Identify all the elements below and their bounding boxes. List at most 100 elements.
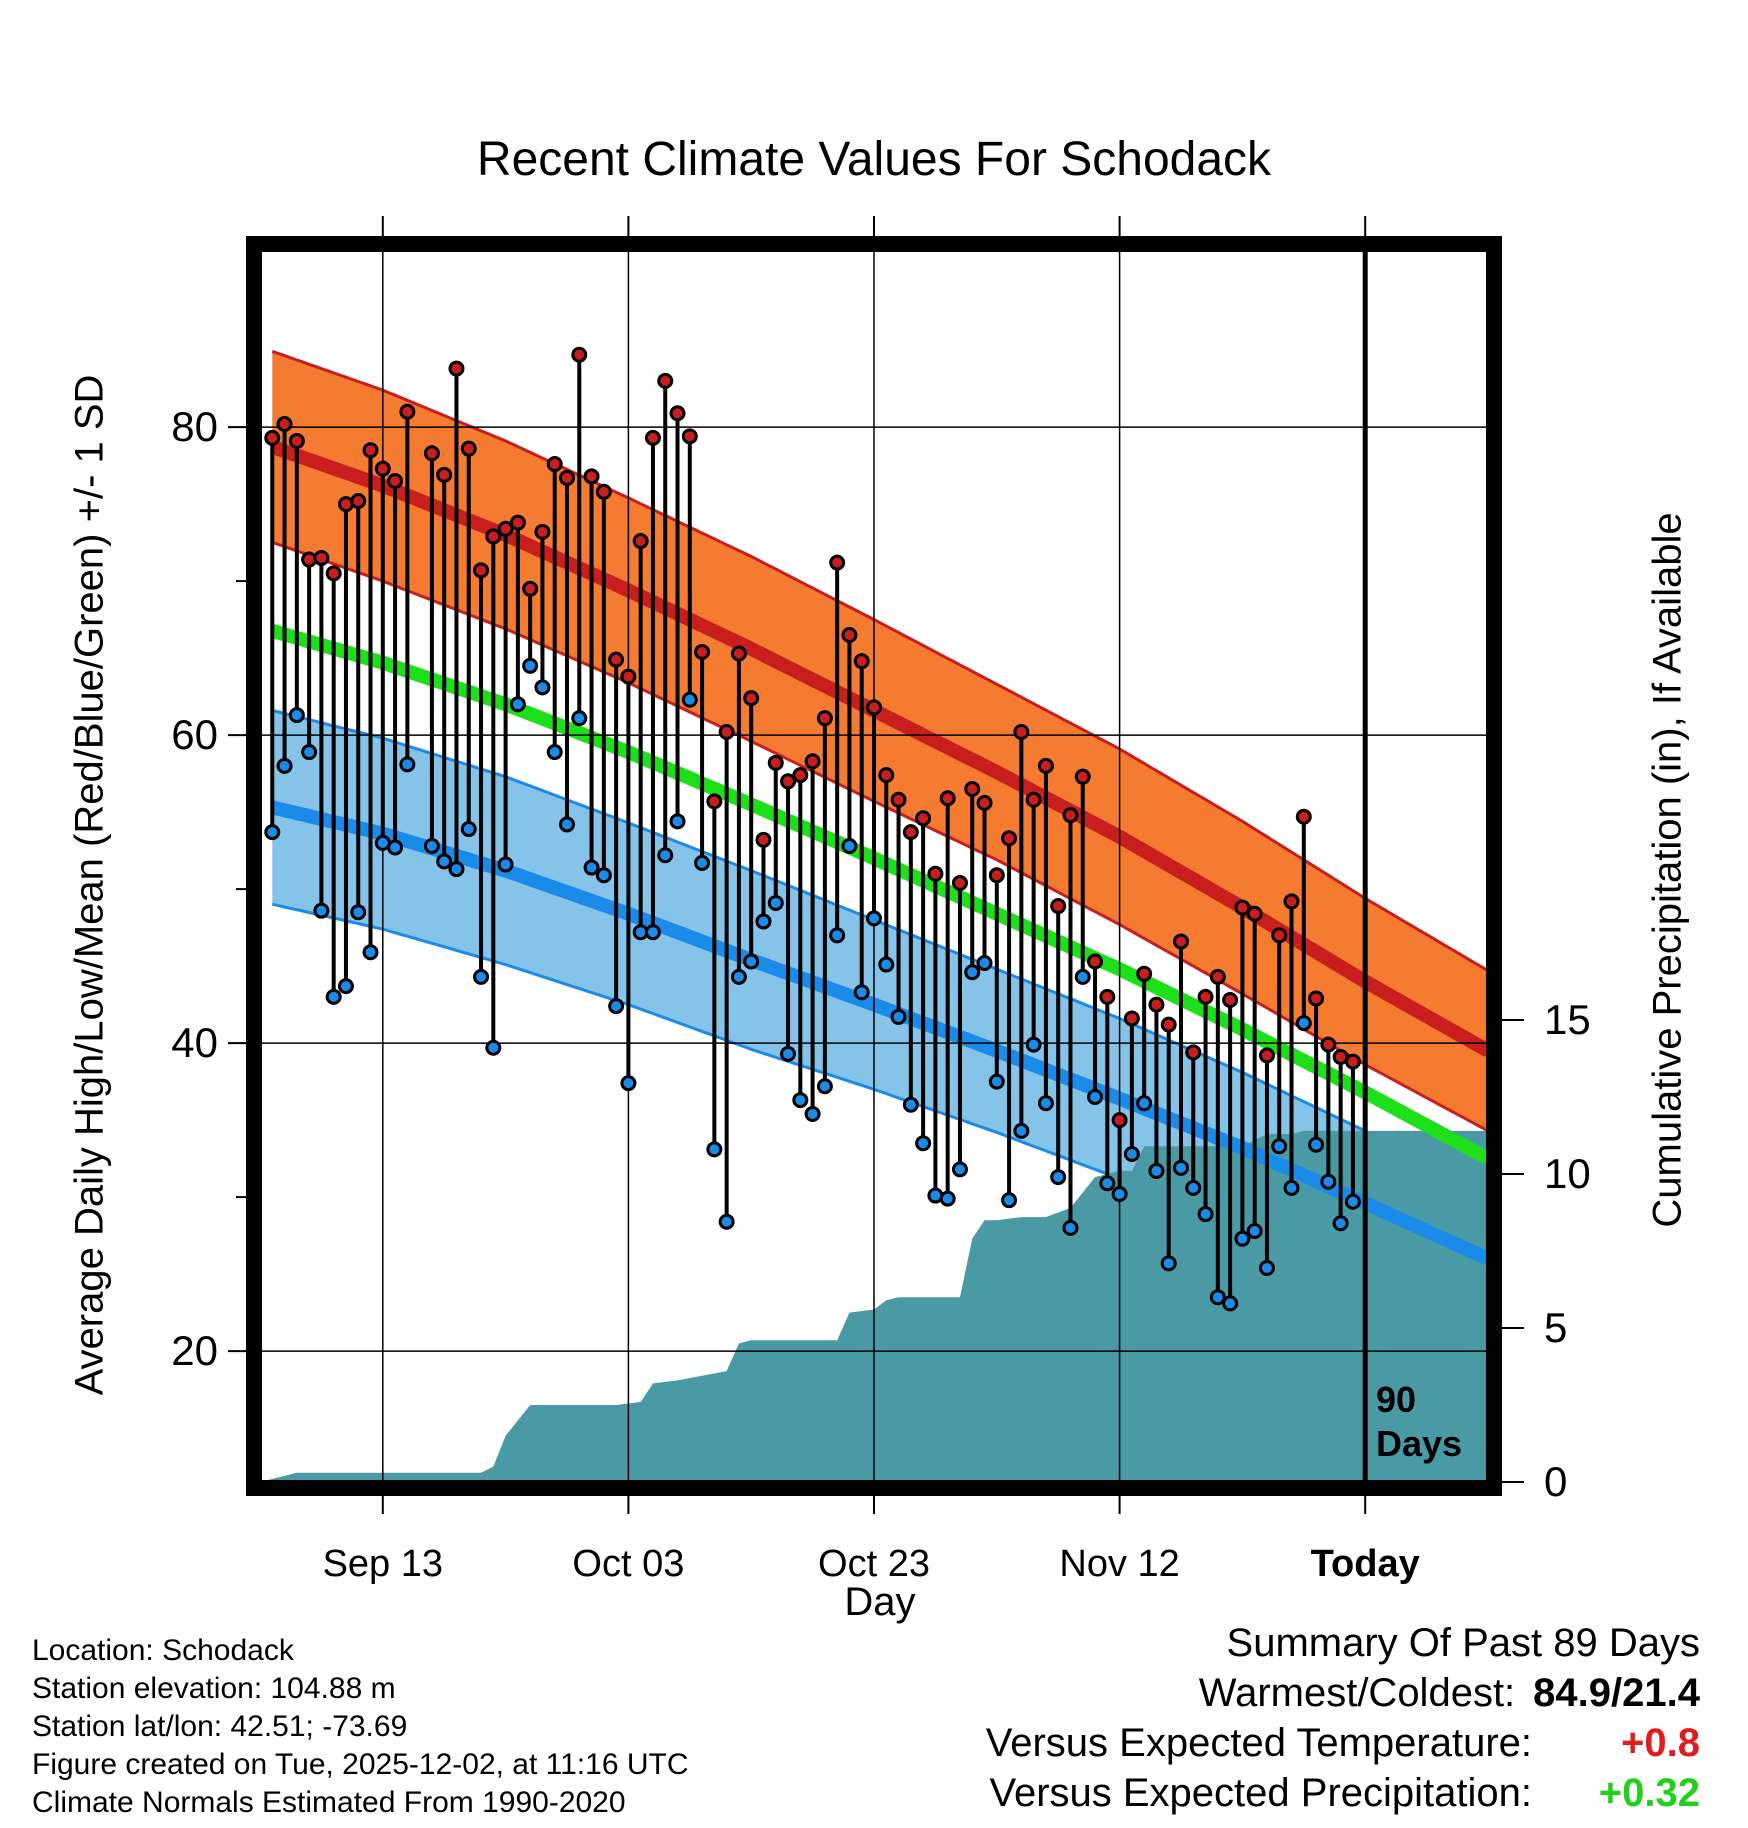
daily-high-point — [313, 550, 330, 566]
x-axis-label: Day — [844, 1580, 916, 1624]
daily-high-point — [362, 442, 379, 459]
daily-high-point — [497, 520, 514, 537]
normal-low-line — [270, 800, 1491, 1266]
daily-high-point — [509, 514, 526, 531]
daily-high-point — [1037, 757, 1054, 774]
daily-low-point — [1050, 1169, 1067, 1186]
daily-low-point — [890, 1008, 907, 1025]
daily-low-point — [1283, 1179, 1300, 1196]
daily-high-point — [730, 645, 747, 662]
daily-high-point — [1099, 988, 1116, 1005]
daily-low-point — [485, 1039, 502, 1056]
daily-high-point — [1246, 905, 1263, 922]
daily-low-point — [1295, 1015, 1312, 1032]
daily-low-point — [325, 988, 342, 1005]
daily-high-point — [436, 466, 453, 483]
daily-high-point — [976, 794, 993, 811]
daily-high-point — [522, 580, 539, 597]
daily-high-point — [1160, 1016, 1177, 1033]
daily-high-point — [951, 874, 968, 891]
daily-low-point — [1123, 1145, 1140, 1162]
daily-high-point — [387, 473, 404, 489]
daily-high-point — [853, 653, 870, 670]
chart-title: Recent Climate Values For Schodack — [476, 133, 1272, 186]
normal-mean-line — [270, 624, 1492, 1165]
daily-low-point — [276, 757, 293, 774]
daily-high-point — [657, 372, 674, 389]
daily-low-point — [853, 984, 870, 1001]
x-tick-label: Oct 23 — [818, 1543, 930, 1585]
x-tick-label: Sep 13 — [323, 1543, 443, 1585]
daily-high-point — [559, 469, 575, 486]
daily-high-point — [1074, 768, 1091, 785]
daily-low-point — [1013, 1122, 1030, 1139]
daily-low-point — [583, 859, 600, 876]
daily-high-point — [1222, 991, 1239, 1008]
daily-low-point — [1136, 1095, 1153, 1112]
today-days-number: 90 — [1376, 1379, 1417, 1420]
daily-high-point — [1050, 898, 1067, 915]
daily-low-point — [571, 710, 588, 727]
daily-low-point — [644, 924, 661, 941]
daily-high-point — [534, 523, 551, 540]
daily-high-point — [473, 562, 490, 579]
daily-low-point — [497, 856, 514, 873]
summary-precipitation: Versus Expected Precipitation: +0.32 — [986, 1768, 1700, 1818]
daily-low-point — [350, 904, 367, 921]
daily-high-point — [608, 651, 625, 668]
warmest-coldest-label: Warmest/Coldest: — [1198, 1671, 1516, 1715]
daily-low-point — [264, 824, 281, 841]
daily-high-low-series — [264, 346, 1361, 1312]
daily-low-point — [743, 953, 760, 970]
daily-low-point — [694, 854, 711, 871]
daily-low-point — [804, 1105, 821, 1122]
daily-high-point — [804, 753, 821, 770]
today-days-label: 90 Days — [1376, 1378, 1462, 1466]
precip-area-fill — [260, 1130, 1488, 1482]
high-sd-lower-edge — [271, 540, 1489, 1133]
daily-low-point — [1197, 1206, 1214, 1223]
daily-high-point — [927, 865, 944, 882]
daily-high-point — [681, 428, 698, 445]
daily-low-point — [448, 861, 465, 878]
daily-low-point — [1308, 1136, 1325, 1153]
daily-low-point — [681, 691, 698, 708]
daily-low-point — [1320, 1173, 1337, 1190]
station-latlon: Station lat/lon: 42.51; -73.69 — [32, 1710, 408, 1743]
daily-low-point — [1099, 1175, 1116, 1192]
daily-high-point — [902, 824, 919, 841]
summary-heading: Summary Of Past 89 Days — [1226, 1621, 1700, 1665]
daily-high-point — [743, 690, 760, 707]
daily-low-point — [608, 998, 625, 1015]
daily-high-point — [939, 790, 956, 807]
daily-low-point — [829, 927, 846, 944]
daily-high-point — [1123, 1010, 1140, 1027]
daily-high-point — [780, 773, 797, 790]
daily-low-point — [1001, 1192, 1018, 1209]
daily-low-point — [337, 978, 354, 995]
precipitation-area — [260, 1130, 1488, 1482]
daily-low-point — [841, 837, 858, 854]
daily-high-point — [374, 460, 391, 477]
daily-low-point — [595, 867, 612, 884]
y-tick-label: 80 — [171, 403, 218, 450]
daily-high-point — [1344, 1053, 1361, 1070]
daily-low-point — [1160, 1255, 1177, 1272]
daily-low-point — [399, 756, 416, 773]
daily-high-point — [485, 528, 502, 545]
daily-low-point — [1037, 1095, 1054, 1112]
x-tick-label: Nov 12 — [1059, 1543, 1179, 1585]
daily-high-point — [276, 416, 293, 433]
daily-low-point — [1222, 1295, 1239, 1312]
station-elevation: Station elevation: 104.88 m — [32, 1672, 396, 1705]
figure-created: Figure created on Tue, 2025-12-02, at 11… — [32, 1748, 689, 1781]
daily-low-point — [1209, 1289, 1226, 1306]
daily-low-point — [939, 1190, 956, 1207]
daily-high-point — [988, 867, 1005, 884]
y-axis-label-left: Average Daily High/Low/Mean (Red/Blue/Gr… — [67, 374, 112, 1396]
high-sd-upper-edge — [271, 349, 1489, 972]
daily-low-point — [460, 821, 477, 838]
daily-low-point — [866, 910, 882, 927]
daily-high-point — [878, 767, 895, 784]
plot-border — [246, 236, 1502, 1496]
